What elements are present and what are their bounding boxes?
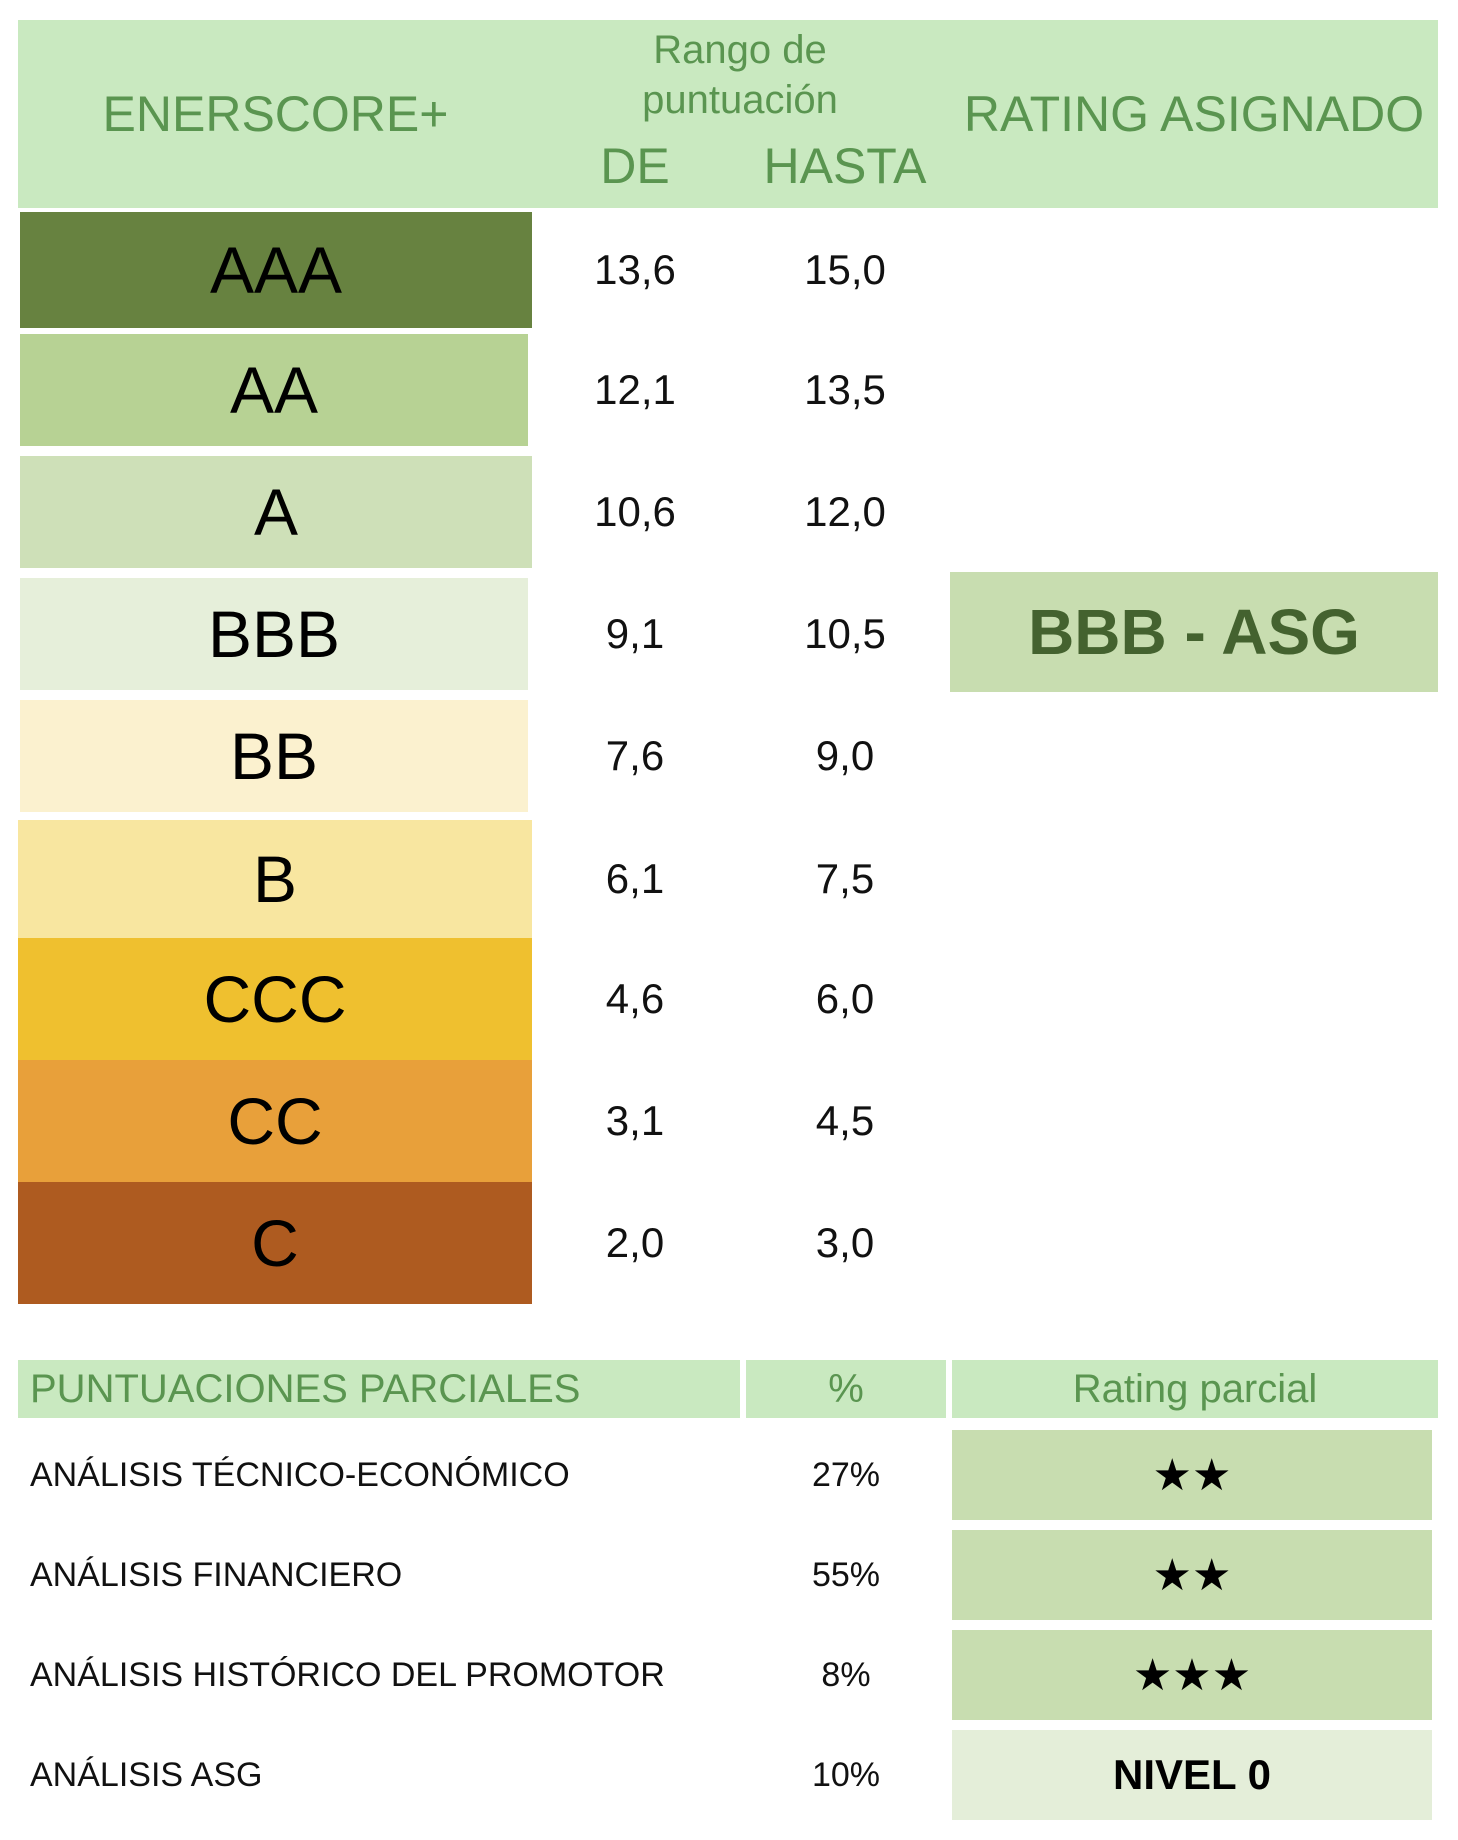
partial-row-pct: 27% (811, 1455, 881, 1494)
partial-row-label: ANÁLISIS TÉCNICO-ECONÓMICO (30, 1455, 570, 1494)
grade-de: 10,6 (594, 488, 676, 535)
grade-hasta: 12,0 (804, 488, 886, 535)
grade-hasta: 13,5 (804, 366, 886, 413)
grade-cell: AA (20, 334, 528, 446)
partial-header-pct: % (746, 1360, 946, 1418)
partial-row-pct: 55% (811, 1555, 881, 1594)
header-de: DE (600, 138, 670, 194)
grade-cell: C (18, 1182, 532, 1304)
partial-row-label: ANÁLISIS FINANCIERO (30, 1555, 403, 1594)
grade-de: 12,1 (594, 366, 676, 413)
grade-de: 2,0 (605, 1219, 665, 1266)
header-hasta: HASTA (763, 138, 927, 194)
grade-hasta: 6,0 (815, 975, 875, 1022)
header-band (18, 20, 1438, 208)
grade-hasta: 4,5 (815, 1097, 875, 1144)
partial-row-rating: ★★★ (952, 1630, 1432, 1720)
partial-row-label: ANÁLISIS HISTÓRICO DEL PROMOTOR (30, 1655, 665, 1694)
grade-de: 3,1 (605, 1097, 665, 1144)
grade-hasta: 7,5 (815, 855, 875, 902)
grade-cell: CCC (18, 938, 532, 1060)
grade-de: 13,6 (594, 246, 676, 293)
partial-header-rating: Rating parcial (952, 1360, 1438, 1418)
partial-row-pct: 8% (821, 1655, 871, 1694)
grade-de: 6,1 (605, 855, 665, 902)
grade-de: 7,6 (605, 732, 665, 779)
grade-hasta: 9,0 (815, 732, 875, 779)
partial-row-pct: 10% (811, 1755, 881, 1794)
grade-hasta: 15,0 (804, 246, 886, 293)
grade-hasta: 10,5 (804, 610, 886, 657)
header-rango-puntuacion: Rango de puntuación (642, 28, 838, 122)
header-enerscore: ENERSCORE+ (102, 86, 449, 142)
grade-de: 9,1 (605, 610, 665, 657)
header-rating-asignado: RATING ASIGNADO (963, 86, 1425, 142)
grade-cell: AAA (20, 212, 532, 328)
assigned-rating: BBB - ASG (950, 572, 1438, 692)
partial-row-rating: NIVEL 0 (952, 1730, 1432, 1820)
grade-cell: CC (18, 1060, 532, 1182)
partial-row-label: ANÁLISIS ASG (30, 1755, 263, 1794)
grade-cell: B (18, 820, 532, 938)
partial-header-label: PUNTUACIONES PARCIALES (18, 1360, 740, 1418)
grade-de: 4,6 (605, 975, 665, 1022)
partial-row-rating: ★★ (952, 1530, 1432, 1620)
grade-cell: BBB (20, 578, 528, 690)
grade-hasta: 3,0 (815, 1219, 875, 1266)
partial-row-rating: ★★ (952, 1430, 1432, 1520)
grade-cell: BB (20, 700, 528, 812)
grade-cell: A (20, 456, 532, 568)
